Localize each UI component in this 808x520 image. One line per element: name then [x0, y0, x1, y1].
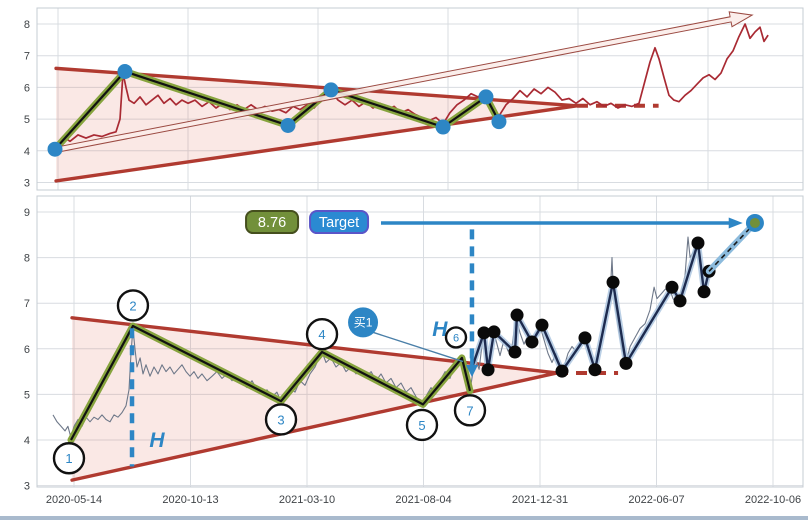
swing-pivot-dot [673, 294, 687, 308]
wave-number-7: 7 [453, 394, 487, 427]
top-panel-y-tick: 7 [24, 51, 30, 63]
top-panel-y-tick: 6 [24, 82, 30, 94]
projection-segment-dash [708, 224, 754, 272]
top-pivot-dot [117, 64, 133, 80]
wave-number-5: 5 [405, 408, 439, 442]
bottom-panel-plot-area[interactable] [36, 195, 804, 488]
top-pivot-dot [47, 141, 63, 157]
x-axis-date-label: 2021-03-10 [279, 494, 335, 506]
wave-number-label: 3 [277, 412, 284, 427]
top-panel-plot-area[interactable] [36, 7, 804, 191]
target-badge-label: Target [319, 215, 359, 231]
top-pivot-dot [323, 82, 339, 98]
swing-pivot-dot [535, 318, 549, 332]
swing-pivot-dot [606, 275, 620, 289]
bottom-wave-core [70, 324, 472, 441]
swing-pivot-dot [697, 285, 711, 299]
wave-number-1: 1 [52, 442, 86, 475]
x-axis-date-label: 2022-06-07 [628, 494, 684, 506]
breakout-marker-stem [470, 353, 474, 366]
window-bottom-strip [0, 516, 808, 520]
swing-pivot-dot [555, 364, 569, 378]
x-axis-date-label: 2022-10-06 [745, 494, 801, 506]
wave-number-label: 5 [418, 418, 425, 433]
wave-number-label: 1 [65, 451, 72, 466]
top-panel-y-tick: 3 [24, 178, 30, 190]
bottom-panel-y-tick: 3 [24, 481, 30, 493]
x-axis-date-label: 2021-12-31 [512, 494, 568, 506]
swing-pivot-dot [578, 331, 592, 345]
top-panel-y-tick: 5 [24, 114, 30, 126]
x-axis-date-label: 2020-05-14 [46, 494, 102, 506]
swing-pivot-dot [588, 363, 602, 377]
wave-number-3: 3 [264, 403, 298, 436]
height-label-1: H [149, 429, 165, 452]
measured-height-badge-label: 8.76 [258, 215, 286, 231]
buy-callout-label: 买1 [354, 315, 373, 329]
wave-number-label: 7 [466, 403, 473, 418]
trend-projection-arrow [55, 11, 754, 153]
top-panel-y-tick: 8 [24, 19, 30, 31]
breakout-marker [465, 365, 478, 378]
swing-pivot-dot [510, 308, 524, 322]
top-pivot-dot [491, 114, 507, 130]
measured-height-badge: 8.76 [245, 210, 300, 235]
bottom-panel-y-tick: 9 [24, 207, 30, 219]
top-trendline-lower [54, 104, 579, 183]
swing-pivot-dot [619, 356, 633, 370]
x-axis-date-label: 2020-10-13 [162, 494, 218, 506]
target-marker-core [749, 217, 760, 228]
swing-zigzag-halo [470, 240, 712, 375]
wave-number-2: 2 [116, 289, 150, 322]
swing-pivot-dot [525, 335, 539, 349]
swing-pivot-dot [481, 363, 495, 377]
bottom-price-line [52, 236, 711, 439]
bottom-panel-y-tick: 8 [24, 253, 30, 265]
x-axis-date-label: 2021-08-04 [395, 494, 451, 506]
top-pivot-dot [435, 119, 451, 135]
top-pivot-dot [280, 117, 296, 133]
buy-callout-bubble [348, 307, 379, 338]
bottom-panel-grid [36, 195, 804, 488]
buy-callout-line [372, 331, 464, 363]
bottom-panel-y-tick: 5 [24, 389, 30, 401]
bottom-panel-y-tick: 4 [24, 435, 30, 447]
top-pivot-dot [478, 89, 494, 105]
height-label-2: H [432, 318, 448, 341]
bottom-trendline-lower [70, 371, 559, 482]
swing-pivot-dot [665, 280, 679, 294]
target-arrow-head [728, 217, 743, 229]
swing-pivot-dot [477, 326, 491, 340]
wave-number-label: 4 [318, 327, 325, 342]
swing-pivot-dot [508, 345, 522, 359]
top-panel-y-tick: 4 [24, 146, 30, 158]
target-badge: Target [309, 210, 370, 235]
bottom-panel-y-tick: 6 [24, 344, 30, 356]
bottom-panel-y-tick: 7 [24, 298, 30, 310]
wave-number-4: 4 [305, 318, 339, 351]
wave-number-label: 6 [453, 332, 459, 344]
swing-pivot-dot [691, 236, 705, 250]
swing-pivot-dot [487, 325, 501, 339]
wave-number-label: 2 [129, 298, 136, 313]
wave-number-6: 6 [444, 326, 468, 349]
